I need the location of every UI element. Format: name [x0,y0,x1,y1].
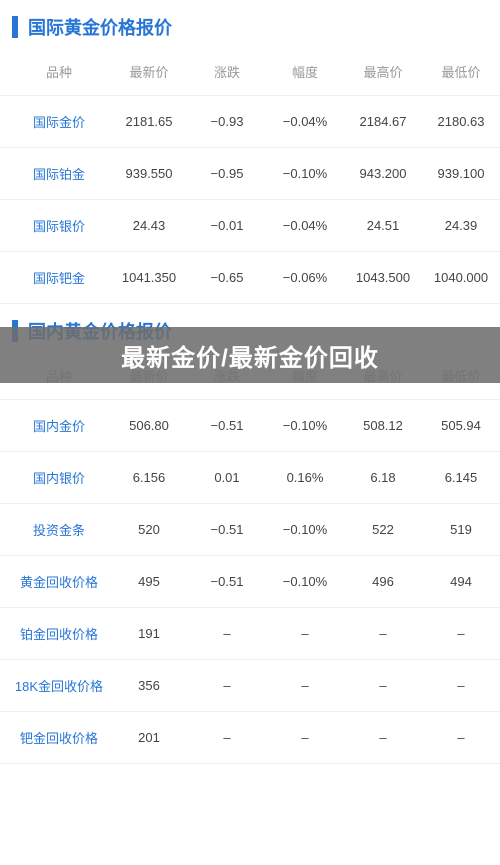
domestic-section-wrapper: 国内黄金价格报价 品种 最新价 涨跌 幅度 最高价 最低价 国内金价506.80… [0,304,500,764]
high-cell: 943.200 [344,148,422,200]
product-name-link[interactable]: 黄金回收价格 [0,556,110,608]
latest-price-cell: 939.550 [110,148,188,200]
change-cell: – [188,660,266,712]
table-row: 国际金价2181.65−0.93−0.04%2184.672180.63 [0,96,500,148]
product-name-link[interactable]: 铂金回收价格 [0,608,110,660]
pct-cell: −0.10% [266,400,344,452]
col-header: 涨跌 [188,48,266,96]
domestic-price-table: 品种 最新价 涨跌 幅度 最高价 最低价 国内金价506.80−0.51−0.1… [0,352,500,764]
low-cell: 2180.63 [422,96,500,148]
high-cell: 2184.67 [344,96,422,148]
high-cell: 496 [344,556,422,608]
accent-bar-icon [12,16,18,38]
latest-price-cell: 506.80 [110,400,188,452]
low-cell: 505.94 [422,400,500,452]
col-header: 最新价 [110,48,188,96]
change-cell: – [188,608,266,660]
change-cell: −0.95 [188,148,266,200]
col-header: 最高价 [344,48,422,96]
product-name-link[interactable]: 国际金价 [0,96,110,148]
low-cell: 519 [422,504,500,556]
latest-price-cell: 1041.350 [110,252,188,304]
product-name-link[interactable]: 国内银价 [0,452,110,504]
latest-price-cell: 201 [110,712,188,764]
pct-cell: −0.04% [266,96,344,148]
latest-price-cell: 6.156 [110,452,188,504]
pct-cell: −0.04% [266,200,344,252]
high-cell: 1043.500 [344,252,422,304]
low-cell: 494 [422,556,500,608]
table-row: 黄金回收价格495−0.51−0.10%496494 [0,556,500,608]
table-row: 铂金回收价格191–––– [0,608,500,660]
table-row: 国际钯金1041.350−0.65−0.06%1043.5001040.000 [0,252,500,304]
product-name-link[interactable]: 钯金回收价格 [0,712,110,764]
low-cell: – [422,660,500,712]
pct-cell: −0.10% [266,148,344,200]
change-cell: −0.65 [188,252,266,304]
table-row: 国际银价24.43−0.01−0.04%24.5124.39 [0,200,500,252]
overlay-text: 最新金价/最新金价回收 [121,338,379,373]
table-row: 18K金回收价格356–––– [0,660,500,712]
product-name-link[interactable]: 18K金回收价格 [0,660,110,712]
change-cell: −0.51 [188,504,266,556]
change-cell: – [188,712,266,764]
low-cell: – [422,712,500,764]
table-row: 钯金回收价格201–––– [0,712,500,764]
table-row: 国内银价6.1560.010.16%6.186.145 [0,452,500,504]
col-header: 品种 [0,48,110,96]
pct-cell: −0.10% [266,504,344,556]
pct-cell: 0.16% [266,452,344,504]
product-name-link[interactable]: 国际银价 [0,200,110,252]
low-cell: 6.145 [422,452,500,504]
high-cell: – [344,660,422,712]
product-name-link[interactable]: 国内金价 [0,400,110,452]
product-name-link[interactable]: 国际铂金 [0,148,110,200]
high-cell: 508.12 [344,400,422,452]
low-cell: 24.39 [422,200,500,252]
col-header: 幅度 [266,48,344,96]
high-cell: 522 [344,504,422,556]
latest-price-cell: 191 [110,608,188,660]
low-cell: 939.100 [422,148,500,200]
pct-cell: −0.10% [266,556,344,608]
high-cell: 6.18 [344,452,422,504]
latest-price-cell: 356 [110,660,188,712]
high-cell: – [344,608,422,660]
overlay-banner: 最新金价/最新金价回收 [0,327,500,383]
change-cell: −0.51 [188,400,266,452]
change-cell: −0.01 [188,200,266,252]
table-row: 国际铂金939.550−0.95−0.10%943.200939.100 [0,148,500,200]
high-cell: 24.51 [344,200,422,252]
intl-section-title: 国际黄金价格报价 [28,14,172,40]
change-cell: −0.51 [188,556,266,608]
pct-cell: – [266,608,344,660]
high-cell: – [344,712,422,764]
latest-price-cell: 2181.65 [110,96,188,148]
pct-cell: – [266,660,344,712]
change-cell: −0.93 [188,96,266,148]
latest-price-cell: 24.43 [110,200,188,252]
intl-price-table: 品种 最新价 涨跌 幅度 最高价 最低价 国际金价2181.65−0.93−0.… [0,48,500,304]
table-row: 国内金价506.80−0.51−0.10%508.12505.94 [0,400,500,452]
product-name-link[interactable]: 投资金条 [0,504,110,556]
intl-table-header-row: 品种 最新价 涨跌 幅度 最高价 最低价 [0,48,500,96]
latest-price-cell: 495 [110,556,188,608]
table-row: 投资金条520−0.51−0.10%522519 [0,504,500,556]
low-cell: 1040.000 [422,252,500,304]
pct-cell: – [266,712,344,764]
col-header: 最低价 [422,48,500,96]
pct-cell: −0.06% [266,252,344,304]
product-name-link[interactable]: 国际钯金 [0,252,110,304]
latest-price-cell: 520 [110,504,188,556]
change-cell: 0.01 [188,452,266,504]
low-cell: – [422,608,500,660]
intl-section-header: 国际黄金价格报价 [0,0,500,48]
